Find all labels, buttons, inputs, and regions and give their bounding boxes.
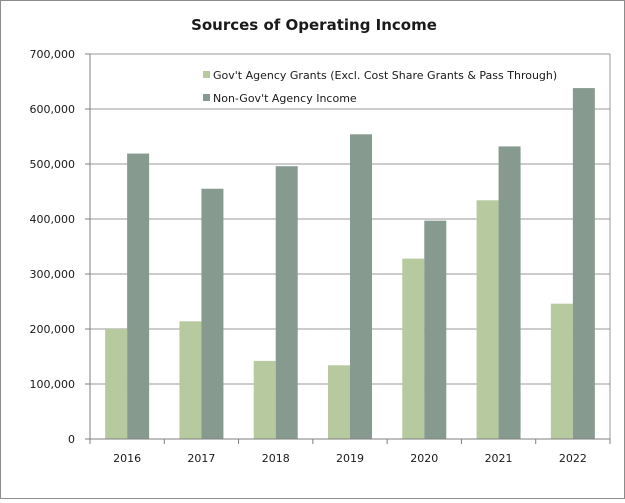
y-tick-label: 600,000 [30, 103, 76, 116]
y-tick-label: 700,000 [30, 48, 76, 61]
y-tick-label: 300,000 [30, 268, 76, 281]
x-tick-label: 2021 [485, 452, 513, 465]
y-tick-label: 500,000 [30, 158, 76, 171]
x-tick-label: 2016 [113, 452, 141, 465]
bar-series-1-2016 [127, 153, 150, 440]
bar-series-0-2022 [550, 303, 573, 439]
bar-series-1-2017 [201, 188, 224, 439]
bar-series-0-2017 [179, 321, 202, 439]
legend-label-series-0: Gov't Agency Grants (Excl. Cost Share Gr… [213, 69, 557, 82]
bar-series-1-2021 [498, 146, 521, 439]
bar-series-0-2019 [328, 365, 350, 439]
chart-title: Sources of Operating Income [191, 16, 437, 34]
x-tick-label: 2022 [559, 452, 587, 465]
x-tick-label: 2017 [187, 452, 215, 465]
x-tick-label: 2020 [410, 452, 438, 465]
y-tick-label: 200,000 [30, 323, 76, 336]
y-tick-label: 400,000 [30, 213, 76, 226]
bar-series-1-2018 [275, 166, 298, 439]
x-tick-label: 2018 [262, 452, 290, 465]
bar-series-0-2021 [476, 200, 499, 439]
legend-swatch-series-0 [203, 71, 210, 78]
legend-label-series-1: Non-Gov't Agency Income [213, 92, 357, 105]
bar-series-0-2018 [253, 360, 276, 439]
y-tick-label: 100,000 [30, 378, 76, 391]
y-tick-label: 0 [68, 433, 75, 446]
bar-series-0-2020 [402, 258, 425, 439]
bar-series-0-2016 [105, 329, 128, 439]
bar-series-1-2022 [572, 88, 595, 439]
bar-series-1-2019 [350, 134, 372, 440]
legend: Gov't Agency Grants (Excl. Cost Share Gr… [203, 69, 557, 105]
bar-layer [105, 88, 595, 440]
axis-layer: 0 100,000 200,000 300,000 400,000 500,000 600,… [30, 48, 611, 465]
x-tick-label: 2019 [336, 452, 364, 465]
legend-swatch-series-1 [203, 94, 210, 101]
bar-series-1-2020 [424, 220, 447, 439]
